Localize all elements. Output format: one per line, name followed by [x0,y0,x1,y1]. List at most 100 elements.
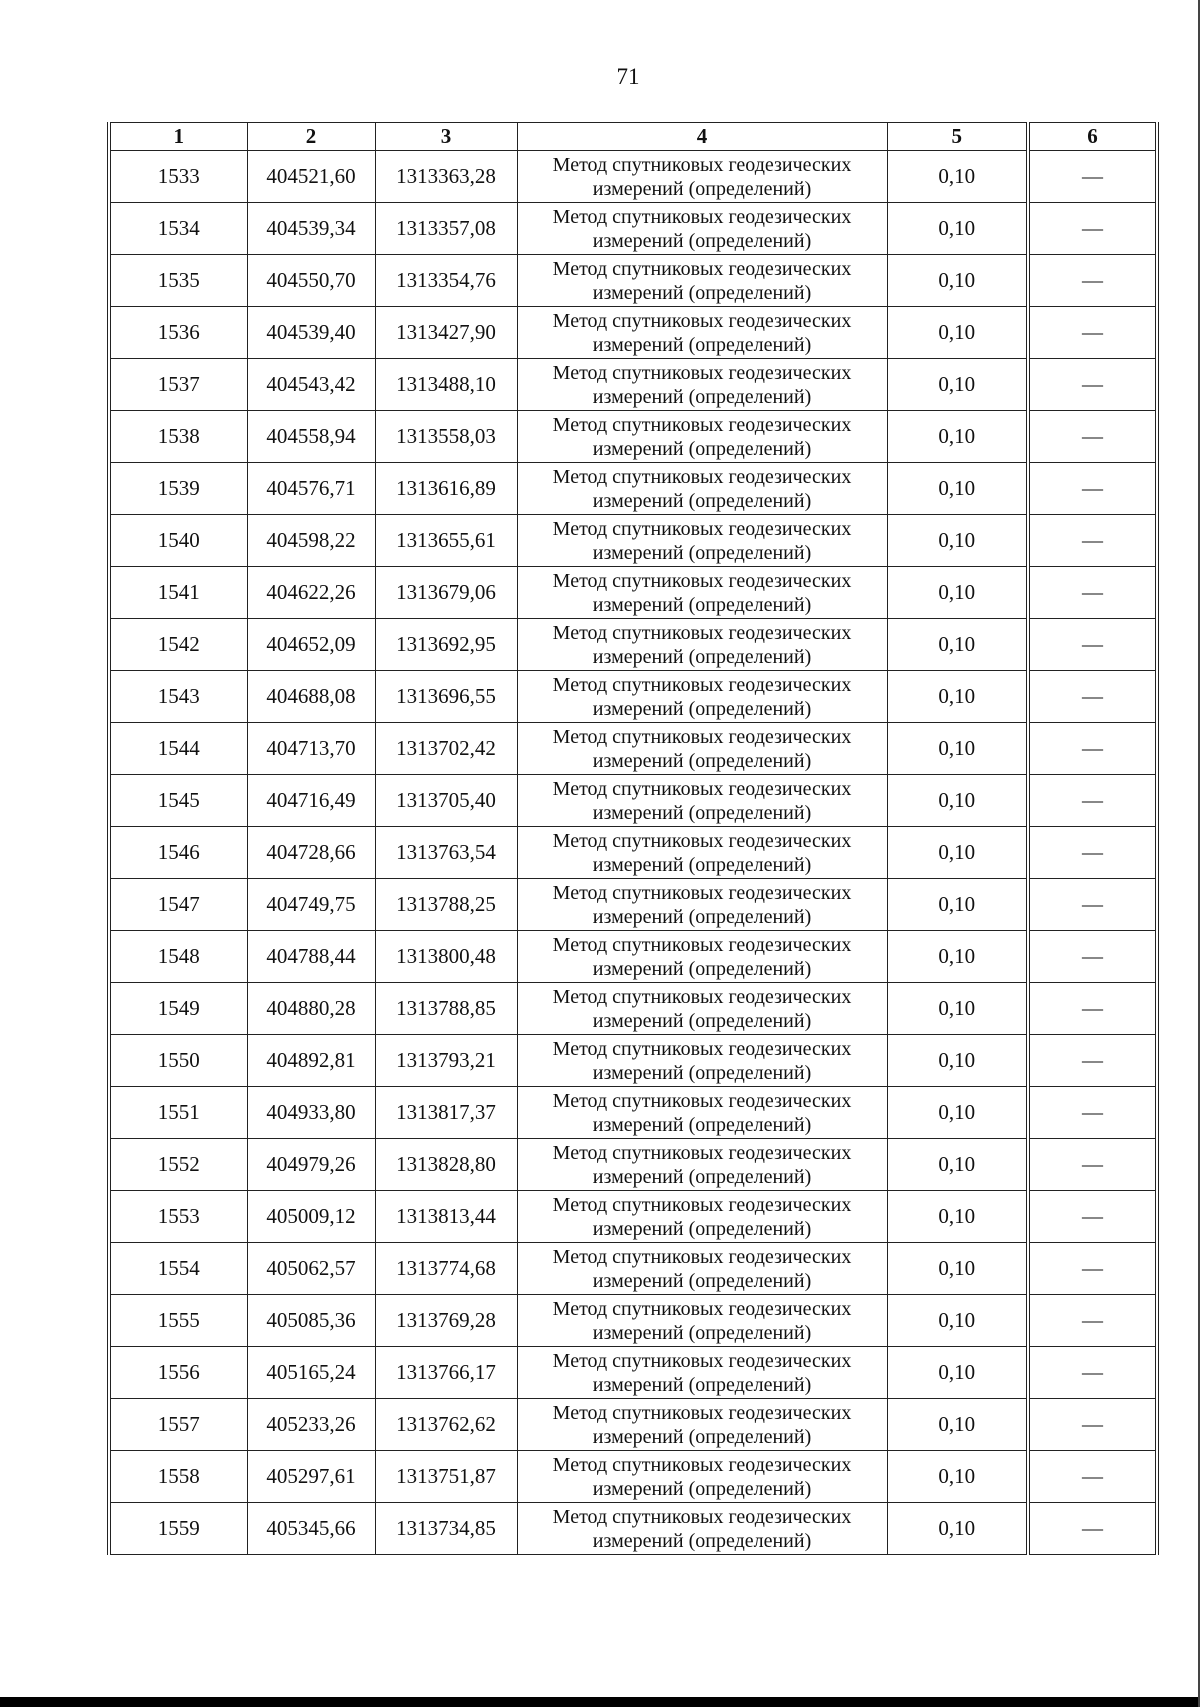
x-coordinate-cell: 404933,80 [246,1086,376,1139]
accuracy-cell: 0,10 [886,982,1030,1035]
y-coordinate-cell: 1313363,28 [374,150,518,203]
note-cell: — [1027,722,1159,775]
note-cell: — [1027,1502,1159,1555]
note-cell: — [1027,306,1159,359]
x-coordinate-cell: 404539,34 [246,202,376,255]
accuracy-cell: 0,10 [886,1346,1030,1399]
accuracy-cell: 0,10 [886,774,1030,827]
table-row: 1554 405062,57 1313774,68 Метод спутниковых… [107,1242,1159,1295]
accuracy-cell: 0,10 [886,1450,1030,1503]
note-cell: — [1027,254,1159,307]
x-coordinate-cell: 404749,75 [246,878,376,931]
point-number-cell: 1551 [107,1086,248,1139]
method-cell: Метод спутниковых геодезических измерени… [516,878,888,931]
note-cell: — [1027,1086,1159,1139]
point-number-cell: 1546 [107,826,248,879]
point-number-cell: 1559 [107,1502,248,1555]
note-cell: — [1027,410,1159,463]
note-cell: — [1027,982,1159,1035]
note-cell: — [1027,202,1159,255]
header-col-1: 1 [107,122,248,151]
note-cell: — [1027,358,1159,411]
point-number-cell: 1547 [107,878,248,931]
y-coordinate-cell: 1313751,87 [374,1450,518,1503]
method-cell: Метод спутниковых геодезических измерени… [516,618,888,671]
table-row: 1546 404728,66 1313763,54 Метод спутниковых… [107,826,1159,879]
x-coordinate-cell: 404880,28 [246,982,376,1035]
point-number-cell: 1544 [107,722,248,775]
accuracy-cell: 0,10 [886,410,1030,463]
note-cell: — [1027,1346,1159,1399]
point-number-cell: 1543 [107,670,248,723]
note-cell: — [1027,566,1159,619]
method-cell: Метод спутниковых геодезических измерени… [516,930,888,983]
table-row: 1558 405297,61 1313751,87 Метод спутниковых… [107,1450,1159,1503]
table-row: 1547 404749,75 1313788,25 Метод спутниковых… [107,878,1159,931]
table-row: 1535 404550,70 1313354,76 Метод спутниковых… [107,254,1159,307]
header-col-2: 2 [246,122,376,151]
scan-edge-line [1198,0,1200,1707]
method-cell: Метод спутниковых геодезических измерени… [516,722,888,775]
point-number-cell: 1557 [107,1398,248,1451]
point-number-cell: 1538 [107,410,248,463]
table-row: 1544 404713,70 1313702,42 Метод спутниковых… [107,722,1159,775]
note-cell: — [1027,462,1159,515]
y-coordinate-cell: 1313702,42 [374,722,518,775]
table-row: 1536 404539,40 1313427,90 Метод спутниковых… [107,306,1159,359]
y-coordinate-cell: 1313679,06 [374,566,518,619]
y-coordinate-cell: 1313734,85 [374,1502,518,1555]
point-number-cell: 1534 [107,202,248,255]
header-col-3: 3 [374,122,518,151]
note-cell: — [1027,1242,1159,1295]
point-number-cell: 1542 [107,618,248,671]
y-coordinate-cell: 1313616,89 [374,462,518,515]
x-coordinate-cell: 404892,81 [246,1034,376,1087]
y-coordinate-cell: 1313558,03 [374,410,518,463]
y-coordinate-cell: 1313488,10 [374,358,518,411]
x-coordinate-cell: 404543,42 [246,358,376,411]
table-row: 1552 404979,26 1313828,80 Метод спутниковых… [107,1138,1159,1191]
y-coordinate-cell: 1313817,37 [374,1086,518,1139]
point-number-cell: 1535 [107,254,248,307]
accuracy-cell: 0,10 [886,1086,1030,1139]
accuracy-cell: 0,10 [886,1502,1030,1555]
method-cell: Метод спутниковых геодезических измерени… [516,826,888,879]
point-number-cell: 1539 [107,462,248,515]
point-number-cell: 1536 [107,306,248,359]
x-coordinate-cell: 405062,57 [246,1242,376,1295]
point-number-cell: 1555 [107,1294,248,1347]
accuracy-cell: 0,10 [886,306,1030,359]
accuracy-cell: 0,10 [886,930,1030,983]
accuracy-cell: 0,10 [886,670,1030,723]
method-cell: Метод спутниковых геодезических измерени… [516,410,888,463]
method-cell: Метод спутниковых геодезических измерени… [516,254,888,307]
accuracy-cell: 0,10 [886,1138,1030,1191]
note-cell: — [1027,618,1159,671]
y-coordinate-cell: 1313828,80 [374,1138,518,1191]
y-coordinate-cell: 1313705,40 [374,774,518,827]
method-cell: Метод спутниковых геодезических измерени… [516,1034,888,1087]
point-number-cell: 1558 [107,1450,248,1503]
coordinates-table: 1 2 3 4 5 6 1533 404521,60 1313363,28 Метод… [107,122,1159,1555]
method-cell: Метод спутниковых геодезических измерени… [516,358,888,411]
point-number-cell: 1545 [107,774,248,827]
table-row: 1556 405165,24 1313766,17 Метод спутниковых… [107,1346,1159,1399]
accuracy-cell: 0,10 [886,150,1030,203]
accuracy-cell: 0,10 [886,254,1030,307]
y-coordinate-cell: 1313813,44 [374,1190,518,1243]
table-row: 1551 404933,80 1313817,37 Метод спутниковых… [107,1086,1159,1139]
y-coordinate-cell: 1313762,62 [374,1398,518,1451]
note-cell: — [1027,514,1159,567]
accuracy-cell: 0,10 [886,1034,1030,1087]
scan-edge-bar [0,1697,1200,1707]
note-cell: — [1027,826,1159,879]
accuracy-cell: 0,10 [886,1294,1030,1347]
x-coordinate-cell: 405165,24 [246,1346,376,1399]
accuracy-cell: 0,10 [886,358,1030,411]
x-coordinate-cell: 404652,09 [246,618,376,671]
x-coordinate-cell: 405297,61 [246,1450,376,1503]
point-number-cell: 1549 [107,982,248,1035]
accuracy-cell: 0,10 [886,202,1030,255]
table-row: 1543 404688,08 1313696,55 Метод спутниковых… [107,670,1159,723]
note-cell: — [1027,1398,1159,1451]
